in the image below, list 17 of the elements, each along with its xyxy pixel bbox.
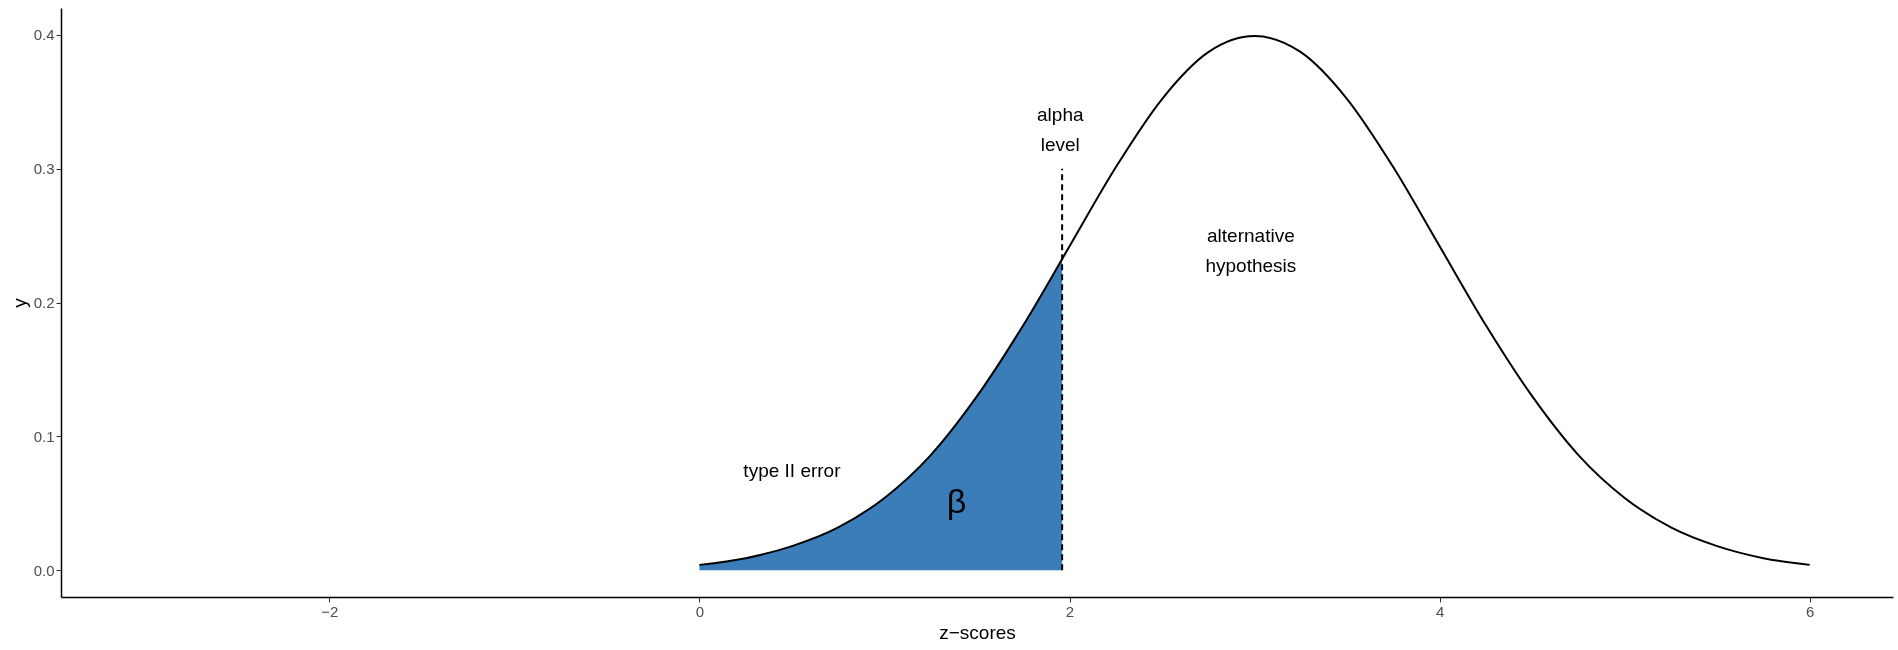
y-tick-label: 0.3	[33, 160, 55, 178]
y-tick-label: 0.4	[33, 26, 55, 44]
annotation: alpha level	[1037, 104, 1084, 156]
y-axis-title: y	[8, 297, 30, 308]
annotation: alternative hypothesis	[1205, 224, 1297, 276]
x-tick-label: 2	[1065, 602, 1075, 620]
x-tick-label: 0	[695, 602, 705, 620]
y-tick-label: 0.2	[33, 294, 55, 311]
annotation: type II error	[743, 460, 842, 482]
x-tick-label: 4	[1435, 602, 1445, 620]
line-series	[698, 35, 1811, 566]
y-tick-label: 0.1	[33, 427, 55, 445]
annotation: β	[946, 482, 967, 521]
y-tick-label: 0.0	[33, 561, 55, 579]
x-axis-title: z−scores	[939, 621, 1016, 643]
x-tick-label: −2	[321, 602, 339, 620]
x-tick-label: 6	[1806, 602, 1815, 620]
